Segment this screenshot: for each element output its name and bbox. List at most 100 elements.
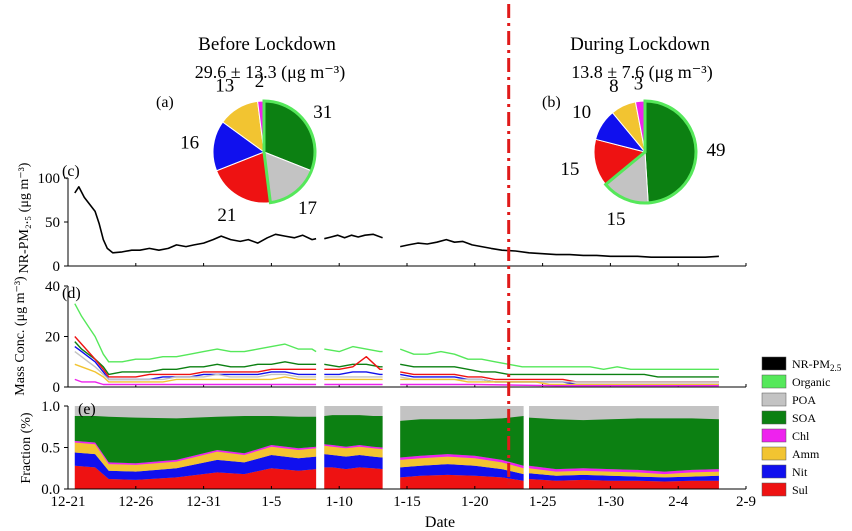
pie-label-sul: 15	[560, 159, 579, 180]
panel-b-label: (b)	[542, 94, 561, 111]
panel-d-ylabel: Mass Conc. (μg m⁻³)	[13, 276, 28, 396]
pie-slice-nit	[212, 121, 266, 172]
area-chl	[529, 465, 719, 475]
legend-label-nit: Nit	[792, 465, 808, 479]
panel-d-axis: 0 20 40	[45, 279, 747, 396]
pie-b-subtitle: 13.8 ± 7.6 (μg m⁻³)	[571, 62, 712, 83]
pie-slice-soa	[644, 100, 697, 204]
panel-c-label: (c)	[62, 163, 80, 180]
x-tick-label: 1-15	[393, 494, 421, 510]
panel-e-axis: 0.0 0.5 1.0 12-21 12-26 12-31 1-5 1-10 1-15 1-20 1…	[41, 399, 756, 510]
legend-swatch-total	[761, 356, 787, 371]
pie-organic-outline	[262, 99, 317, 205]
y-tick-label: 50	[45, 215, 60, 231]
y-tick-label: 0.5	[41, 441, 60, 457]
pie-label-nit: 16	[180, 133, 199, 154]
series-line-nit	[74, 346, 719, 386]
pie-label-nit: 10	[572, 102, 591, 123]
legend-swatch-sul	[761, 482, 787, 497]
area-chl	[400, 454, 524, 469]
legend-label-poa: POA	[792, 393, 816, 407]
series-line-organic	[74, 303, 719, 370]
area-nit	[400, 464, 524, 481]
legend: NR-PM2.5 Organic POA SOA Chl Amm Nit Sul	[761, 356, 842, 497]
y-tick-label: 1.0	[41, 399, 60, 415]
area-sul	[400, 474, 524, 489]
area-sul	[74, 465, 317, 489]
area-amm	[400, 456, 524, 475]
area-soa	[400, 416, 524, 466]
area-amm	[529, 468, 719, 478]
pie-organic-outline	[603, 99, 698, 205]
pie-label-chl: 2	[255, 71, 265, 92]
area-nit	[74, 452, 317, 480]
legend-label-soa: SOA	[792, 411, 816, 425]
x-tick-label: 12-21	[51, 494, 86, 510]
legend-subscript: 2.5	[830, 363, 842, 373]
series-line-soa	[74, 341, 719, 378]
legend-swatch-nit	[761, 464, 787, 479]
panel-e-ylabel: Fraction (%)	[19, 412, 34, 483]
panel-c-series	[74, 186, 719, 258]
pie-label-poa: 17	[298, 198, 317, 219]
pie-during-lockdown: 49 15 15 10 8 3	[560, 73, 725, 230]
legend-swatch-amm	[761, 446, 787, 461]
panel-c-ylabel: NR-PM₂.₅ (μg m⁻³)	[17, 162, 32, 273]
pie-label-chl: 3	[634, 73, 644, 94]
series-line-chl	[74, 378, 719, 387]
area-amm	[324, 445, 383, 458]
legend-swatch-organic	[761, 374, 787, 389]
legend-swatch-soa	[761, 410, 787, 425]
pie-label-poa: 15	[607, 209, 626, 230]
area-nit	[324, 454, 383, 470]
panel-d-label: (d)	[62, 285, 81, 302]
area-soa	[324, 415, 383, 448]
y-tick-label: 0	[53, 259, 61, 275]
area-soa	[74, 416, 317, 464]
legend-label-chl: Chl	[792, 429, 810, 443]
legend-swatch-chl	[761, 428, 787, 443]
pie-label-sul: 21	[217, 205, 236, 226]
pie-a-title: Before Lockdown	[198, 34, 336, 55]
legend-swatch-poa	[761, 392, 787, 407]
x-tick-label: 2-9	[736, 494, 756, 510]
y-tick-label: 20	[45, 330, 60, 346]
y-tick-label: 0	[53, 380, 61, 396]
pie-slice-sul	[215, 151, 271, 204]
series-line-total	[74, 186, 719, 258]
area-amm	[74, 442, 317, 472]
x-tick-label: 2-4	[668, 494, 688, 510]
x-tick-label: 12-31	[186, 494, 221, 510]
panel-a-label: (a)	[156, 94, 174, 111]
area-sul	[529, 479, 719, 489]
total-mass-panel: (c) NR-PM₂.₅ (μg m⁻³) 0 50 100	[17, 162, 747, 275]
pie-b-title: During Lockdown	[570, 34, 710, 55]
x-axis-label: Date	[425, 514, 455, 531]
x-tick-label: 1-5	[261, 494, 281, 510]
series-line-amm	[74, 363, 719, 386]
x-tick-label: 1-30	[597, 494, 625, 510]
pie-before-lockdown: 31 17 21 16 13 2	[180, 71, 332, 226]
panel-e-label: (e)	[78, 401, 96, 418]
pie-a-subtitle: 29.6 ± 13.3 (μg m⁻³)	[195, 62, 345, 83]
x-tick-label: 1-25	[529, 494, 557, 510]
fraction-panel: (e) Fraction (%) 0.0 0.5 1.0 12-21 12-26 12-3…	[19, 399, 756, 531]
x-tick-label: 12-26	[118, 494, 153, 510]
legend-label-organic: Organic	[792, 375, 830, 389]
panel-c-axis: 0 50 100	[38, 171, 747, 275]
legend-label-total: NR-PM2.5	[792, 357, 842, 373]
species-mass-panel: (d) Mass Conc. (μg m⁻³) 0 20 40	[13, 276, 747, 396]
pie-label-amm: 13	[215, 76, 234, 97]
panel-e-stacked-areas	[74, 406, 719, 489]
x-tick-label: 1-20	[461, 494, 489, 510]
legend-label-amm: Amm	[792, 447, 820, 461]
panel-d-series	[74, 303, 719, 387]
area-soa	[529, 417, 719, 472]
y-tick-label: 100	[38, 171, 61, 187]
area-chl	[324, 444, 383, 450]
x-tick-label: 1-10	[325, 494, 353, 510]
pie-label-soa: 49	[706, 140, 725, 161]
y-tick-label: 0.0	[41, 482, 60, 498]
area-sul	[324, 467, 383, 489]
